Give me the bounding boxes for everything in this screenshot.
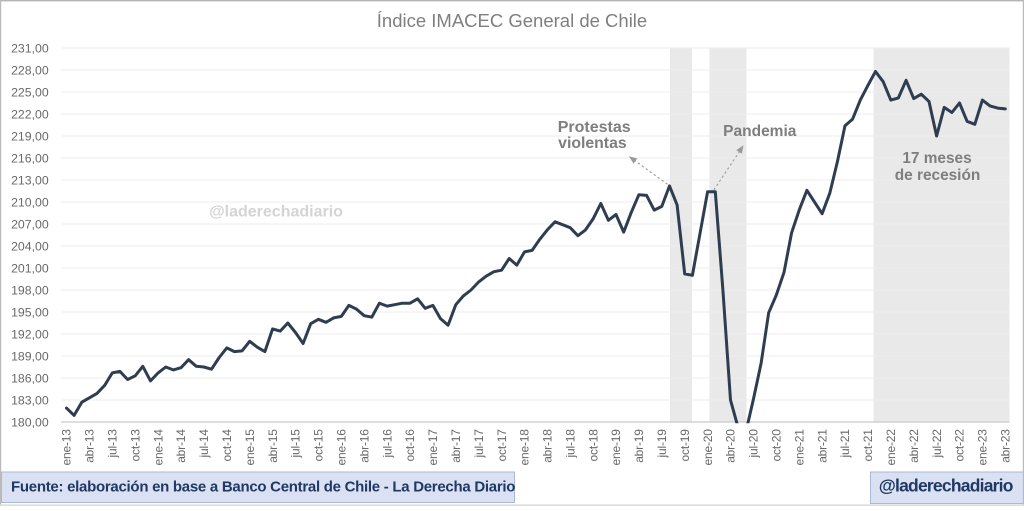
svg-text:17 meses: 17 meses xyxy=(902,150,971,167)
svg-text:225,00: 225,00 xyxy=(11,86,49,100)
svg-text:Protestas: Protestas xyxy=(558,119,631,136)
svg-text:jul-14: jul-14 xyxy=(197,429,211,459)
svg-text:204,00: 204,00 xyxy=(11,240,49,254)
svg-text:228,00: 228,00 xyxy=(11,64,49,78)
svg-text:de recesión: de recesión xyxy=(895,167,981,184)
svg-text:201,00: 201,00 xyxy=(11,262,49,276)
svg-text:Pandemia: Pandemia xyxy=(723,123,797,140)
svg-text:jul-18: jul-18 xyxy=(563,429,577,459)
svg-text:216,00: 216,00 xyxy=(11,152,49,166)
svg-text:ene-16: ene-16 xyxy=(335,429,349,466)
svg-text:183,00: 183,00 xyxy=(11,394,49,408)
svg-text:207,00: 207,00 xyxy=(11,218,49,232)
svg-text:ene-22: ene-22 xyxy=(884,429,898,466)
svg-text:oct-21: oct-21 xyxy=(861,429,875,462)
svg-text:oct-18: oct-18 xyxy=(586,429,600,462)
svg-text:@laderechadiario: @laderechadiario xyxy=(209,203,343,220)
svg-text:ene-21: ene-21 xyxy=(792,429,806,466)
svg-text:198,00: 198,00 xyxy=(11,284,49,298)
svg-text:ene-13: ene-13 xyxy=(60,429,74,466)
svg-text:abr-19: abr-19 xyxy=(632,429,646,463)
svg-text:186,00: 186,00 xyxy=(11,372,49,386)
svg-text:jul-19: jul-19 xyxy=(655,429,669,459)
svg-text:abr-15: abr-15 xyxy=(266,429,280,463)
svg-text:abr-18: abr-18 xyxy=(541,429,555,463)
svg-text:oct-14: oct-14 xyxy=(220,429,234,462)
svg-text:189,00: 189,00 xyxy=(11,350,49,364)
svg-text:abr-13: abr-13 xyxy=(83,429,97,463)
svg-text:Índice IMACEC General de Chile: Índice IMACEC General de Chile xyxy=(377,10,647,31)
svg-text:oct-20: oct-20 xyxy=(770,429,784,462)
svg-text:oct-17: oct-17 xyxy=(495,429,509,462)
svg-text:ene-15: ene-15 xyxy=(243,429,257,466)
svg-text:Fuente: elaboración en base a: Fuente: elaboración en base a Banco Cent… xyxy=(11,478,515,495)
svg-text:abr-14: abr-14 xyxy=(174,429,188,463)
svg-text:oct-15: oct-15 xyxy=(312,429,326,462)
svg-text:abr-20: abr-20 xyxy=(724,429,738,463)
svg-text:abr-21: abr-21 xyxy=(815,429,829,463)
svg-text:222,00: 222,00 xyxy=(11,108,49,122)
svg-text:ene-23: ene-23 xyxy=(976,429,990,466)
svg-text:oct-22: oct-22 xyxy=(953,429,967,462)
svg-text:jul-17: jul-17 xyxy=(472,429,486,459)
svg-text:210,00: 210,00 xyxy=(11,196,49,210)
svg-text:ene-20: ene-20 xyxy=(701,429,715,466)
svg-text:231,00: 231,00 xyxy=(11,42,49,56)
svg-text:192,00: 192,00 xyxy=(11,328,49,342)
svg-text:oct-19: oct-19 xyxy=(678,429,692,462)
svg-text:ene-19: ene-19 xyxy=(609,429,623,466)
svg-text:jul-15: jul-15 xyxy=(289,429,303,459)
svg-text:ene-18: ene-18 xyxy=(518,429,532,466)
svg-text:219,00: 219,00 xyxy=(11,130,49,144)
svg-text:213,00: 213,00 xyxy=(11,174,49,188)
svg-text:@laderechadiario: @laderechadiario xyxy=(879,476,1013,496)
svg-text:jul-21: jul-21 xyxy=(838,429,852,459)
svg-text:abr-22: abr-22 xyxy=(907,429,921,463)
svg-text:abr-16: abr-16 xyxy=(357,429,371,463)
svg-text:jul-22: jul-22 xyxy=(930,429,944,459)
svg-text:violentas: violentas xyxy=(558,135,627,152)
svg-text:jul-16: jul-16 xyxy=(380,429,394,459)
svg-text:ene-17: ene-17 xyxy=(426,429,440,466)
svg-text:jul-13: jul-13 xyxy=(106,429,120,459)
svg-text:180,00: 180,00 xyxy=(11,416,49,430)
svg-text:jul-20: jul-20 xyxy=(747,429,761,459)
svg-text:oct-13: oct-13 xyxy=(128,429,142,462)
svg-text:ene-14: ene-14 xyxy=(151,429,165,466)
svg-text:oct-16: oct-16 xyxy=(403,429,417,462)
svg-text:abr-23: abr-23 xyxy=(999,429,1013,463)
svg-text:195,00: 195,00 xyxy=(11,306,49,320)
svg-text:abr-17: abr-17 xyxy=(449,429,463,463)
